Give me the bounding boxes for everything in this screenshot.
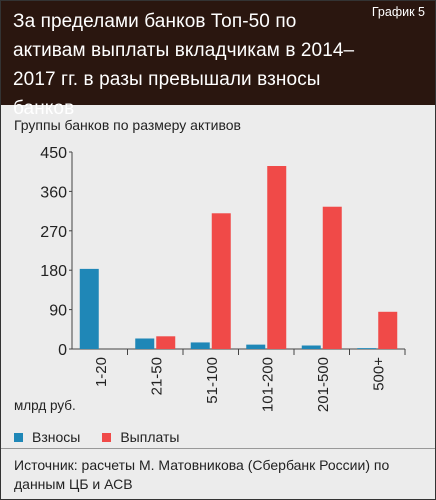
x-tick-label: 500+ xyxy=(370,357,387,391)
chart-header: За пределами банков Топ-50 по активам вы… xyxy=(1,1,435,119)
bar-contributions-51-100 xyxy=(190,342,210,349)
legend: Взносы Выплаты xyxy=(14,427,201,447)
source-divider xyxy=(1,448,435,449)
bar-contributions-201-500 xyxy=(301,345,321,349)
y-tick-label: 360 xyxy=(40,184,67,201)
chart-title: За пределами банков Топ-50 по активам вы… xyxy=(13,11,355,119)
legend-swatch-payouts xyxy=(102,432,112,442)
bar-payouts-51-100 xyxy=(211,213,231,349)
bar-payouts-500+ xyxy=(378,311,398,349)
legend-item-contributions: Взносы xyxy=(14,429,80,445)
bar-payouts-21-50 xyxy=(156,336,176,349)
y-tick-label: 0 xyxy=(58,342,67,359)
x-tick-label: 51-100 xyxy=(204,357,221,404)
bar-contributions-101-200 xyxy=(246,344,266,349)
legend-item-payouts: Выплаты xyxy=(102,429,179,445)
y-tick-label: 90 xyxy=(49,303,67,320)
y-tick-label: 450 xyxy=(40,145,67,162)
legend-swatch-contributions xyxy=(14,432,23,442)
bar-contributions-500+ xyxy=(357,348,377,349)
x-tick-label: 201-500 xyxy=(315,357,332,412)
bar-payouts-201-500 xyxy=(322,206,342,349)
y-tick-label: 180 xyxy=(40,263,67,280)
y-unit-label: млрд руб. xyxy=(14,398,76,413)
source-note: Источник: расчеты М. Матовникова (Сберба… xyxy=(14,457,390,492)
bar-contributions-21-50 xyxy=(135,338,155,349)
bar-contributions-1-20 xyxy=(79,268,99,349)
graph-number-label: График 5 xyxy=(371,5,425,19)
chart-subtitle: Группы банков по размеру активов xyxy=(14,117,241,133)
legend-label-payouts: Выплаты xyxy=(120,429,180,445)
x-tick-label: 1-20 xyxy=(93,357,110,387)
x-tick-label: 21-50 xyxy=(148,357,165,395)
x-tick-label: 101-200 xyxy=(259,357,276,412)
bar-payouts-101-200 xyxy=(267,166,287,349)
legend-label-contributions: Взносы xyxy=(32,429,81,445)
y-tick-label: 270 xyxy=(40,224,67,241)
